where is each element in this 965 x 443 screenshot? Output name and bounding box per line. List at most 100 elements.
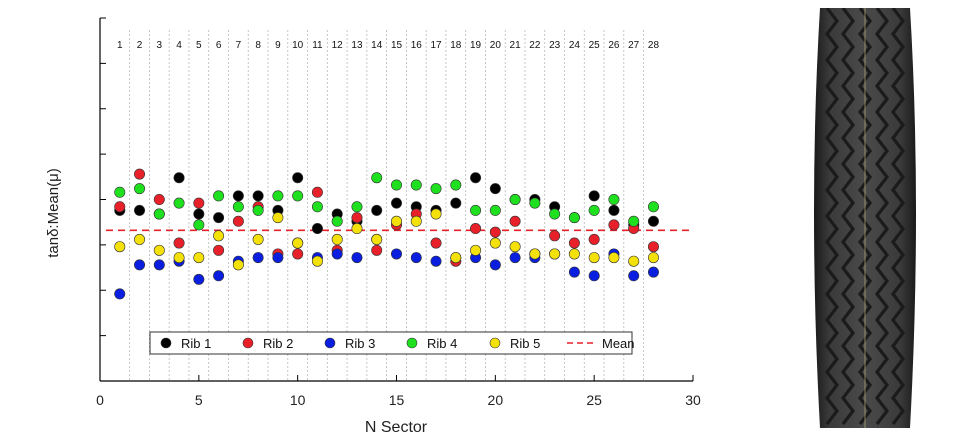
data-point: [252, 252, 264, 264]
data-point: [193, 273, 205, 285]
data-point: [529, 197, 541, 209]
data-point: [588, 190, 600, 202]
data-point: [331, 215, 343, 227]
legend-label: Rib 1: [181, 336, 211, 351]
legend-marker: [242, 337, 254, 349]
data-point: [450, 197, 462, 209]
legend-marker: [406, 337, 418, 349]
data-point: [134, 204, 146, 216]
data-point: [114, 288, 126, 300]
sector-label: 20: [490, 40, 502, 51]
data-point: [647, 201, 659, 213]
data-point: [213, 212, 225, 224]
data-point: [568, 212, 580, 224]
data-point: [292, 248, 304, 260]
data-point: [134, 233, 146, 245]
sector-label: 11: [312, 40, 323, 51]
data-point: [232, 259, 244, 271]
data-point: [588, 270, 600, 282]
data-point: [608, 204, 620, 216]
data-point: [213, 230, 225, 242]
data-point: [311, 223, 323, 235]
axes: [99, 17, 694, 382]
sector-label: 5: [196, 40, 202, 51]
sector-label: 28: [648, 40, 660, 51]
data-point: [410, 179, 422, 191]
data-point: [331, 248, 343, 260]
legend-label: Rib 4: [427, 336, 457, 351]
data-point: [390, 179, 402, 191]
data-points: [114, 168, 659, 300]
data-point: [232, 190, 244, 202]
data-point: [351, 201, 363, 213]
data-point: [647, 252, 659, 264]
legend-label: Rib 5: [510, 336, 540, 351]
sector-label: 15: [391, 40, 403, 51]
data-point: [193, 197, 205, 209]
data-point: [351, 223, 363, 235]
x-tick-label: 25: [586, 392, 602, 408]
data-point: [430, 255, 442, 267]
data-point: [252, 190, 264, 202]
sector-label: 27: [628, 40, 640, 51]
sector-label: 6: [216, 40, 222, 51]
data-point: [114, 186, 126, 198]
data-point: [213, 190, 225, 202]
sector-label: 17: [430, 40, 442, 51]
sector-label: 3: [157, 40, 163, 51]
data-point: [232, 215, 244, 227]
legend-marker: [489, 337, 501, 349]
sector-label: 1: [117, 40, 123, 51]
data-point: [410, 215, 422, 227]
data-point: [390, 197, 402, 209]
data-point: [173, 172, 185, 184]
data-point: [628, 215, 640, 227]
legend-box: [149, 331, 633, 355]
sector-label: 10: [292, 40, 304, 51]
sector-label: 24: [569, 40, 581, 51]
data-point: [588, 233, 600, 245]
data-point: [470, 244, 482, 256]
data-point: [450, 179, 462, 191]
data-point: [529, 248, 541, 260]
data-point: [489, 237, 501, 249]
x-tick-label: 15: [389, 392, 405, 408]
data-point: [153, 208, 165, 220]
data-point: [272, 190, 284, 202]
data-point: [173, 237, 185, 249]
data-point: [430, 208, 442, 220]
data-point: [193, 219, 205, 231]
x-tick-label: 20: [488, 392, 504, 408]
data-point: [549, 248, 561, 260]
data-point: [134, 168, 146, 180]
sector-label: 22: [529, 40, 541, 51]
data-point: [470, 204, 482, 216]
data-point: [371, 172, 383, 184]
legend-marker: [324, 337, 336, 349]
sector-label: 4: [176, 40, 182, 51]
data-point: [628, 270, 640, 282]
tread-groove: [874, 8, 890, 425]
sector-label: 13: [351, 40, 363, 51]
data-point: [134, 259, 146, 271]
data-point: [410, 252, 422, 264]
data-point: [114, 201, 126, 213]
data-point: [193, 208, 205, 220]
tire-tread-photo: [814, 8, 916, 428]
data-point: [292, 237, 304, 249]
tread-groove: [890, 8, 906, 425]
sector-labels: 1 2 3 4 5 6 7 8 9 10 11 12 13 14 15 16 17 18 19 20 21 22 23 24 2…: [117, 40, 659, 51]
tread-groove: [857, 8, 873, 425]
x-tick-label: 5: [195, 392, 203, 408]
data-point: [568, 266, 580, 278]
x-tick-label: 10: [290, 392, 306, 408]
data-point: [509, 215, 521, 227]
series-rib-5: [114, 208, 659, 271]
data-point: [568, 237, 580, 249]
data-point: [647, 266, 659, 278]
data-point: [470, 223, 482, 235]
data-point: [153, 194, 165, 206]
legend-label: Rib 2: [263, 336, 293, 351]
data-point: [430, 237, 442, 249]
series-rib-4: [114, 172, 659, 231]
